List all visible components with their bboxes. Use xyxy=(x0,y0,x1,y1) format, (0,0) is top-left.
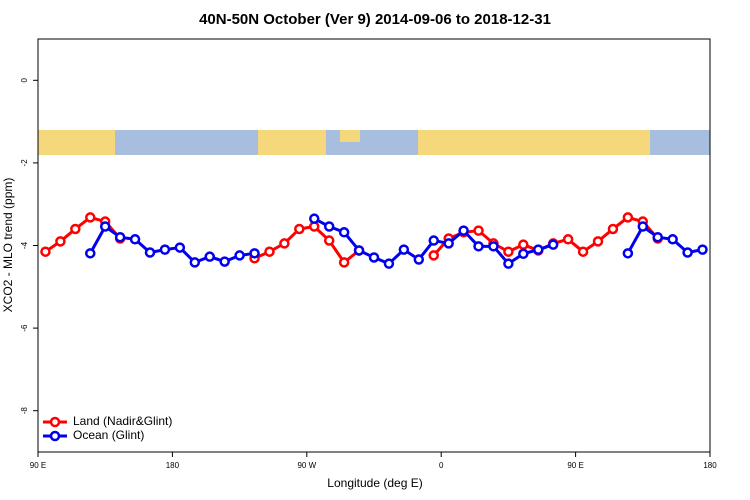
point xyxy=(383,258,395,269)
point xyxy=(323,235,335,246)
point xyxy=(309,213,320,224)
point xyxy=(697,244,708,255)
point xyxy=(174,242,186,253)
point xyxy=(667,234,678,245)
point xyxy=(159,244,171,255)
chart-title: 40N-50N October (Ver 9) 2014-09-06 to 20… xyxy=(199,11,551,28)
point xyxy=(189,257,201,268)
point xyxy=(40,246,51,257)
point xyxy=(458,225,469,236)
y-tick-label: 0 xyxy=(20,78,29,83)
point xyxy=(219,256,230,267)
y-axis-label: XCO2 - MLO trend (ppm) xyxy=(1,178,15,313)
point xyxy=(428,235,439,246)
land-strip xyxy=(38,130,115,155)
land-strip xyxy=(340,130,360,142)
x-tick-label: 90 E xyxy=(567,461,583,470)
point xyxy=(338,257,350,268)
land-strip xyxy=(418,130,650,155)
legend-label: Land (Nadir&Glint) xyxy=(73,414,172,428)
point xyxy=(234,250,245,261)
x-tick-label: 90 E xyxy=(30,461,46,470)
point xyxy=(114,231,126,243)
x-tick-label: 180 xyxy=(703,461,717,470)
point xyxy=(70,223,81,235)
point xyxy=(607,223,619,235)
x-tick-label: 90 W xyxy=(297,461,316,470)
point xyxy=(353,245,365,256)
y-tick-label: -2 xyxy=(20,159,29,167)
x-tick-label: 0 xyxy=(439,461,444,470)
land-strip xyxy=(258,130,326,155)
point xyxy=(503,246,514,257)
point xyxy=(682,247,693,258)
point xyxy=(622,248,634,259)
legend-label: Ocean (Glint) xyxy=(73,428,144,442)
point xyxy=(488,241,499,252)
point xyxy=(264,246,275,257)
plot-frame xyxy=(37,38,711,453)
x-axis-label: Longitude (deg E) xyxy=(327,476,422,490)
y-tick-label: -8 xyxy=(20,407,29,415)
point xyxy=(473,225,484,236)
point xyxy=(55,236,66,247)
point xyxy=(249,248,260,259)
point xyxy=(368,252,380,263)
point xyxy=(99,221,111,232)
point xyxy=(518,248,529,260)
point xyxy=(294,223,305,235)
point xyxy=(592,236,604,247)
map-strip xyxy=(38,130,710,155)
point xyxy=(518,239,529,250)
point xyxy=(562,234,574,245)
point xyxy=(503,258,514,269)
point xyxy=(144,247,156,258)
point xyxy=(323,221,335,232)
point xyxy=(443,238,454,249)
point xyxy=(533,244,544,255)
point xyxy=(547,239,559,250)
point xyxy=(129,234,141,245)
x-tick-label: 180 xyxy=(166,461,180,470)
point xyxy=(85,248,96,259)
legend-marker xyxy=(49,416,61,428)
legend-marker xyxy=(49,430,61,442)
point xyxy=(652,231,663,243)
point xyxy=(637,221,649,232)
point xyxy=(473,241,484,252)
point xyxy=(413,254,425,265)
point xyxy=(622,212,634,223)
point xyxy=(428,250,439,261)
point xyxy=(85,212,96,223)
point xyxy=(338,227,350,238)
point xyxy=(204,251,215,262)
point xyxy=(398,244,410,255)
y-tick-label: -6 xyxy=(20,324,29,332)
y-tick-label: -4 xyxy=(20,241,29,249)
point xyxy=(577,246,589,257)
point xyxy=(279,238,290,249)
